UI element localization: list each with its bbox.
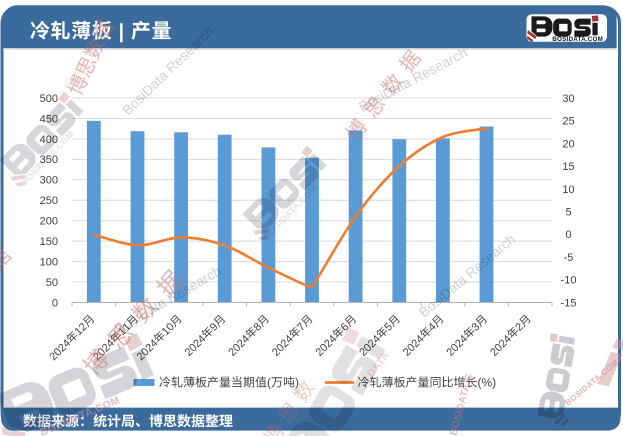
svg-text:300: 300 bbox=[40, 175, 58, 187]
svg-text:25: 25 bbox=[562, 116, 574, 128]
svg-text:20: 20 bbox=[562, 138, 574, 150]
svg-text:BOSIDATA.COM: BOSIDATA.COM bbox=[552, 36, 603, 43]
svg-text:15: 15 bbox=[562, 161, 574, 173]
svg-text:50: 50 bbox=[46, 277, 58, 289]
svg-text:200: 200 bbox=[40, 216, 58, 228]
svg-text:500: 500 bbox=[40, 93, 58, 105]
svg-text:-10: -10 bbox=[561, 275, 577, 287]
svg-text:-5: -5 bbox=[564, 252, 574, 264]
svg-text:10: 10 bbox=[562, 184, 574, 196]
svg-text:30: 30 bbox=[562, 93, 574, 105]
svg-text:0: 0 bbox=[565, 229, 571, 241]
svg-text:150: 150 bbox=[40, 236, 58, 248]
svg-text:5: 5 bbox=[565, 207, 571, 219]
svg-text:-15: -15 bbox=[561, 297, 577, 309]
svg-text:250: 250 bbox=[40, 195, 58, 207]
svg-text:0: 0 bbox=[52, 297, 58, 309]
svg-text:100: 100 bbox=[40, 257, 58, 269]
